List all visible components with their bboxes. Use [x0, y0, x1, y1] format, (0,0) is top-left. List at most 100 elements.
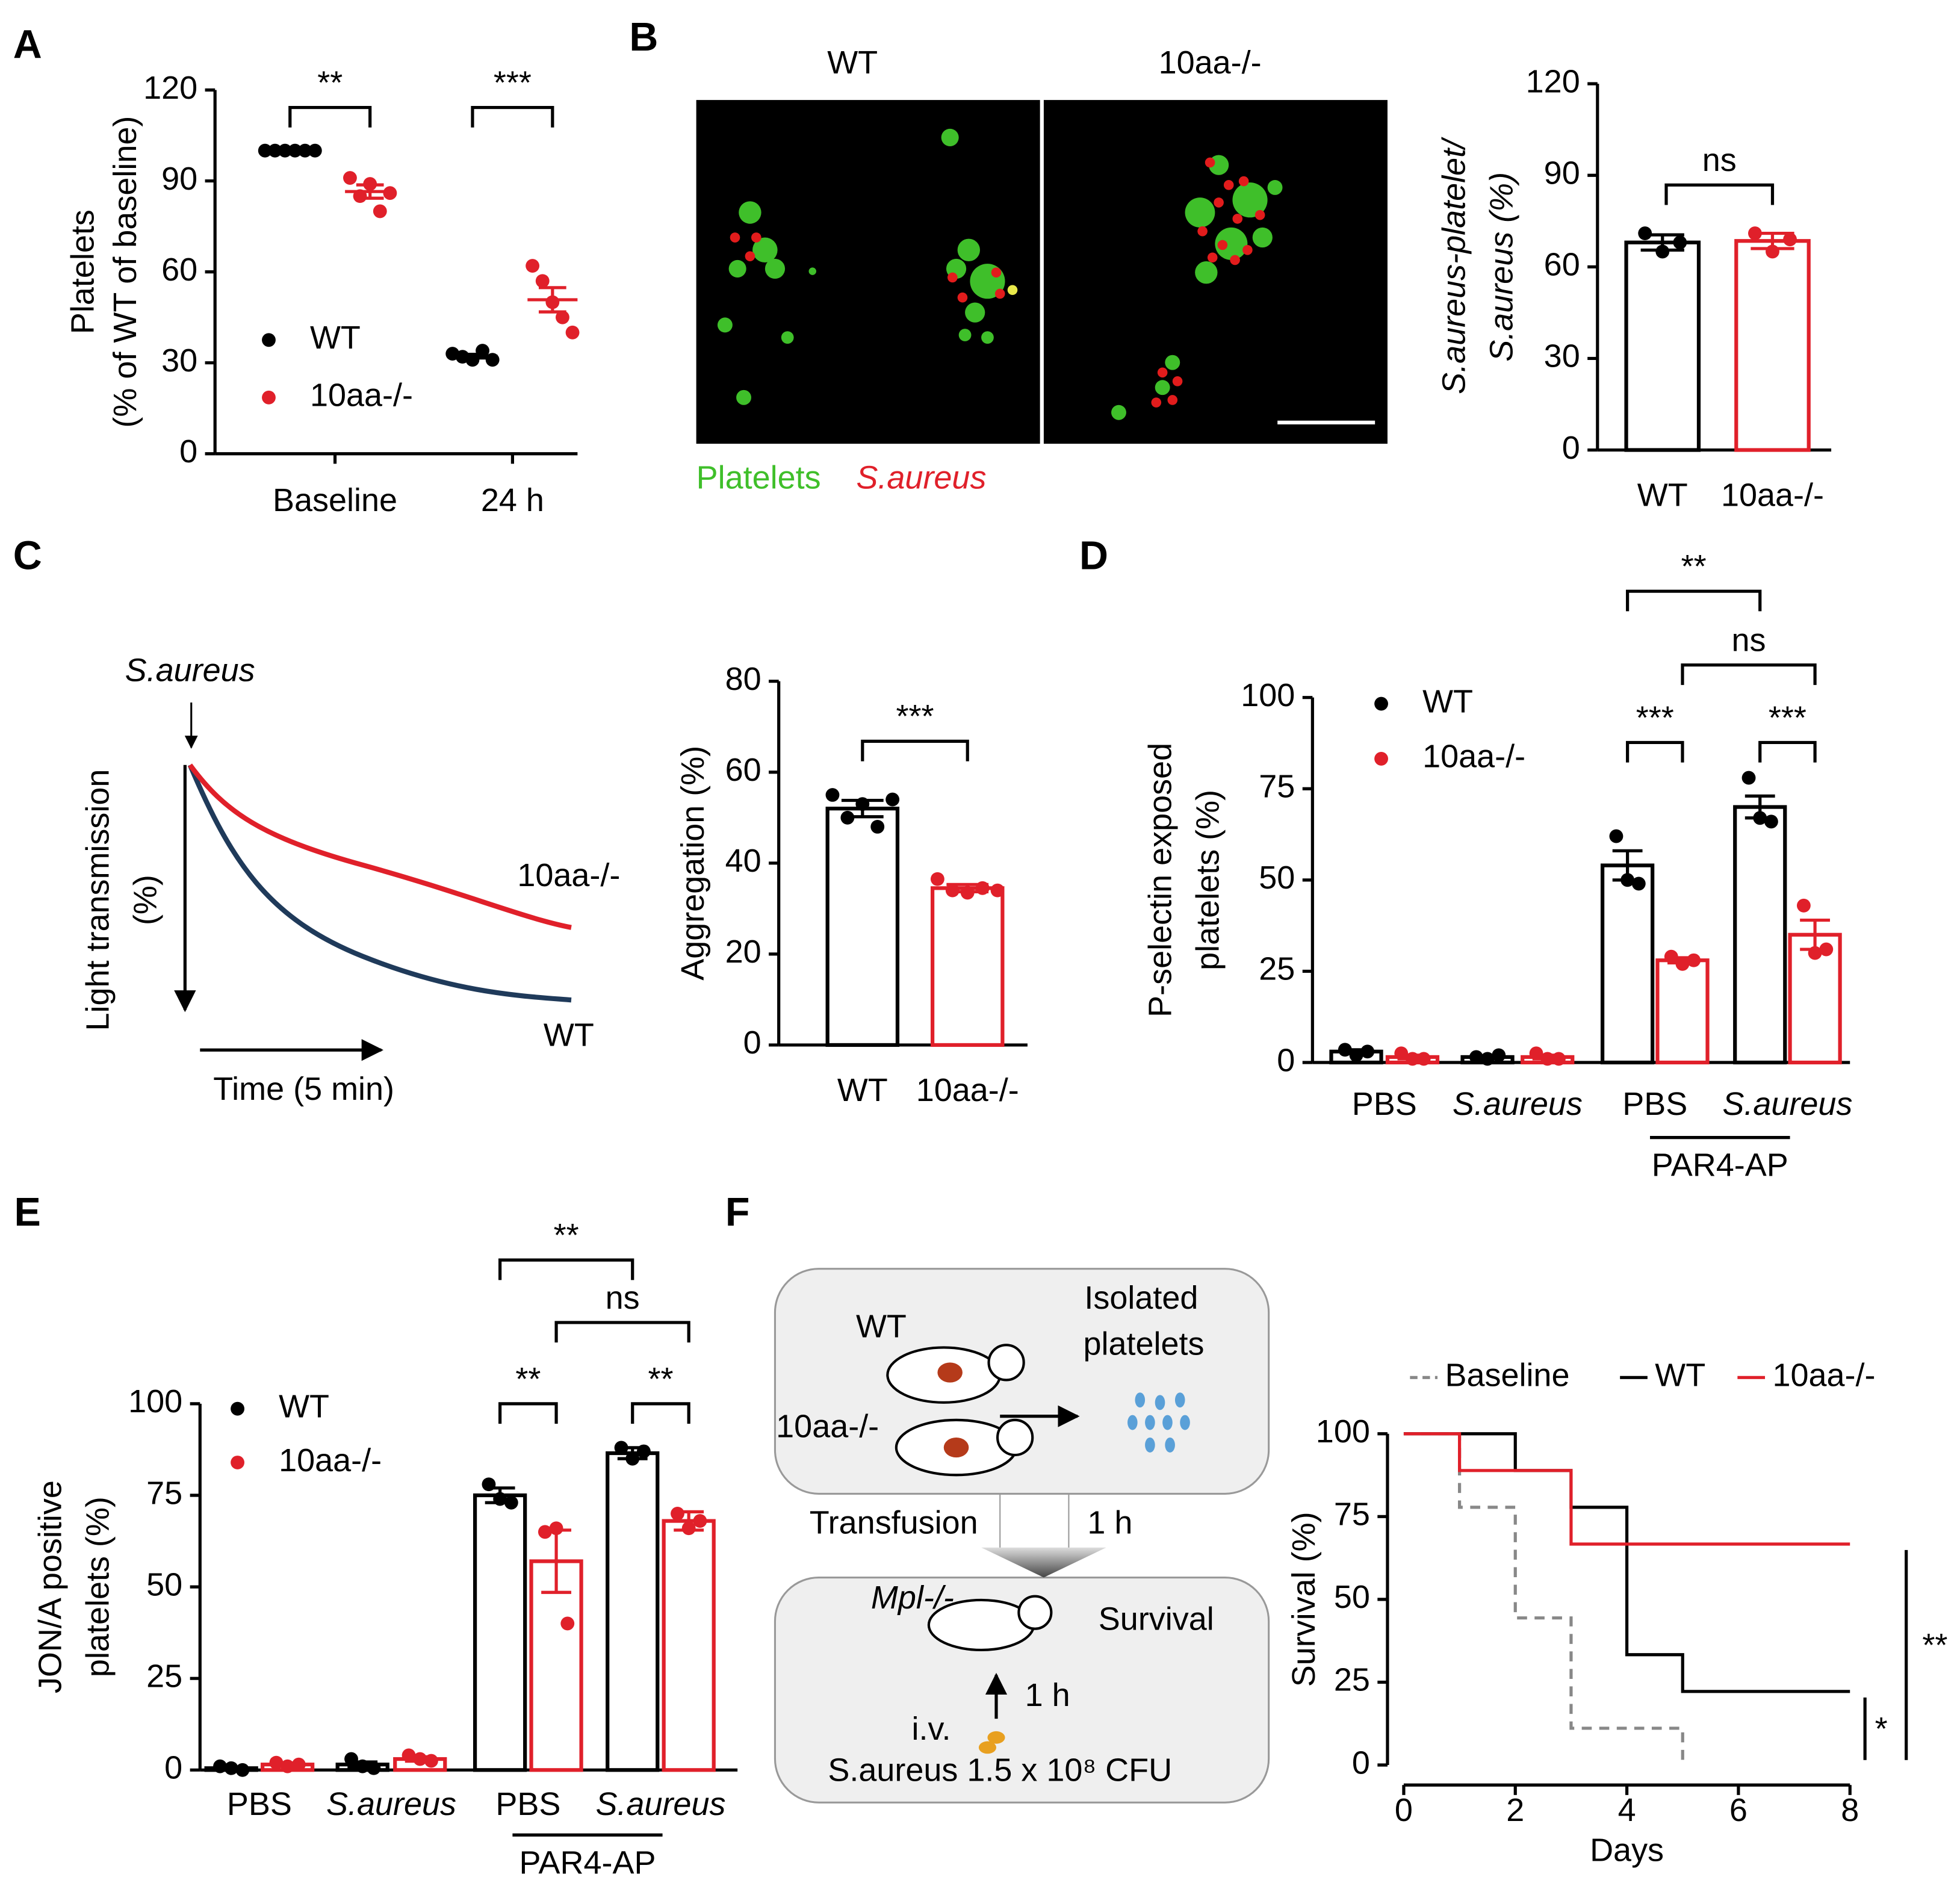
schematic-text: 1 h: [1025, 1677, 1070, 1713]
schematic-text: Mpl-/-: [871, 1580, 954, 1616]
y-tick-label: 40: [725, 843, 761, 879]
data-point: [493, 1492, 507, 1506]
y-tick-label: 60: [725, 752, 761, 788]
y-axis-label: JON/A positive: [33, 1480, 69, 1693]
x-axis-label: Days: [1590, 1832, 1664, 1869]
data-point: [1631, 876, 1646, 891]
significance-label: ns: [1732, 622, 1766, 659]
data-point: [1687, 953, 1701, 967]
y-tick-label: 90: [161, 161, 197, 197]
data-point: [413, 1752, 427, 1766]
legend-label: WT: [1655, 1357, 1705, 1394]
y-tick-label: 0: [1352, 1745, 1370, 1781]
legend-label: WT: [279, 1388, 329, 1424]
x-tick-label: PBS: [227, 1786, 292, 1822]
significance-bracket: [498, 1402, 558, 1424]
bar: [930, 886, 1005, 1047]
stimulus-label: S.aureus: [125, 652, 255, 688]
aggregation-trace: [174, 702, 572, 1061]
image-legend: S.aureus: [856, 460, 986, 496]
significance-bracket: [1626, 740, 1684, 763]
data-point: [1349, 1048, 1363, 1062]
data-point: [975, 881, 990, 895]
y-axis-label: S.aureus-platelet/: [1436, 137, 1472, 394]
data-point: [1741, 771, 1756, 785]
legend-label: 10aa-/-: [279, 1442, 382, 1478]
data-point: [930, 872, 944, 886]
y-tick-label: 75: [146, 1475, 182, 1511]
data-point: [1492, 1048, 1506, 1062]
y-axis-label: platelets (%): [79, 1497, 116, 1677]
panel-label: C: [13, 534, 42, 579]
significance-label: ns: [1702, 142, 1737, 178]
data-point: [504, 1495, 518, 1510]
data-point: [1655, 244, 1670, 259]
data-point: [344, 1752, 358, 1766]
data-point: [637, 1444, 651, 1459]
data-point: [693, 1514, 707, 1528]
data-point: [224, 1761, 238, 1775]
data-point: [535, 274, 550, 288]
data-point: [560, 1616, 575, 1631]
data-point: [526, 259, 540, 273]
legend-label: 10aa-/-: [1422, 739, 1525, 775]
schematic-text: Survival: [1099, 1601, 1214, 1637]
x-tick-label: 4: [1618, 1792, 1636, 1828]
significance-label: **: [648, 1361, 673, 1397]
survival-line: [1403, 1432, 1850, 1693]
y-tick-label: 0: [743, 1025, 761, 1061]
y-tick-label: 0: [179, 433, 197, 470]
y-tick-label: 75: [1334, 1497, 1370, 1533]
legend-marker: [231, 1456, 244, 1469]
data-point: [671, 1506, 684, 1521]
data-point: [614, 1441, 628, 1455]
significance-label: ns: [606, 1280, 640, 1316]
y-tick-label: 0: [1562, 430, 1580, 466]
group-label: PAR4-AP: [519, 1844, 656, 1881]
panel-label: F: [725, 1190, 750, 1235]
y-tick-label: 25: [1334, 1662, 1370, 1698]
x-tick-label: PBS: [1622, 1086, 1687, 1122]
y-tick-label: 60: [1544, 247, 1580, 283]
x-tick-label: 0: [1395, 1792, 1413, 1828]
x-tick-label: WT: [1637, 477, 1688, 513]
y-tick-label: 120: [143, 70, 197, 106]
data-point: [1529, 1046, 1543, 1061]
data-point: [855, 797, 870, 811]
data-point: [549, 1521, 563, 1536]
y-axis-label: P-selectin exposed: [1142, 743, 1178, 1017]
y-axis-label: S.aureus (%): [1483, 172, 1519, 362]
y-tick-label: 75: [1259, 769, 1295, 805]
x-tick-label: S.aureus: [1453, 1086, 1583, 1122]
schematic-text: 1 h: [1087, 1505, 1132, 1541]
significance-bracket: [861, 739, 969, 762]
y-tick-label: 0: [164, 1750, 182, 1786]
data-point: [1766, 244, 1779, 259]
data-point: [291, 1757, 306, 1772]
data-point: [538, 1525, 552, 1539]
data-point: [1609, 829, 1624, 843]
data-point: [960, 886, 975, 900]
data-point: [1416, 1052, 1431, 1066]
significance-label: **: [1681, 548, 1707, 585]
data-point: [625, 1451, 640, 1466]
y-tick-label: 80: [725, 661, 761, 697]
data-point: [281, 1759, 295, 1773]
y-axis-label: Aggregation (%): [675, 746, 711, 981]
data-point: [556, 310, 569, 324]
data-point: [1620, 873, 1635, 887]
y-tick-label: 25: [1259, 951, 1295, 987]
x-tick-label: 24 h: [481, 482, 544, 518]
legend-marker: [1374, 752, 1388, 766]
legend-marker: [262, 390, 276, 405]
data-point: [1406, 1052, 1419, 1066]
data-point: [373, 204, 387, 219]
bar: [1655, 958, 1710, 1065]
data-point: [1394, 1046, 1409, 1061]
data-point: [424, 1754, 438, 1768]
x-tick-label: PBS: [495, 1786, 560, 1822]
data-point: [367, 1761, 381, 1775]
significance-label: ***: [494, 64, 532, 101]
y-tick-label: 0: [1277, 1042, 1295, 1078]
